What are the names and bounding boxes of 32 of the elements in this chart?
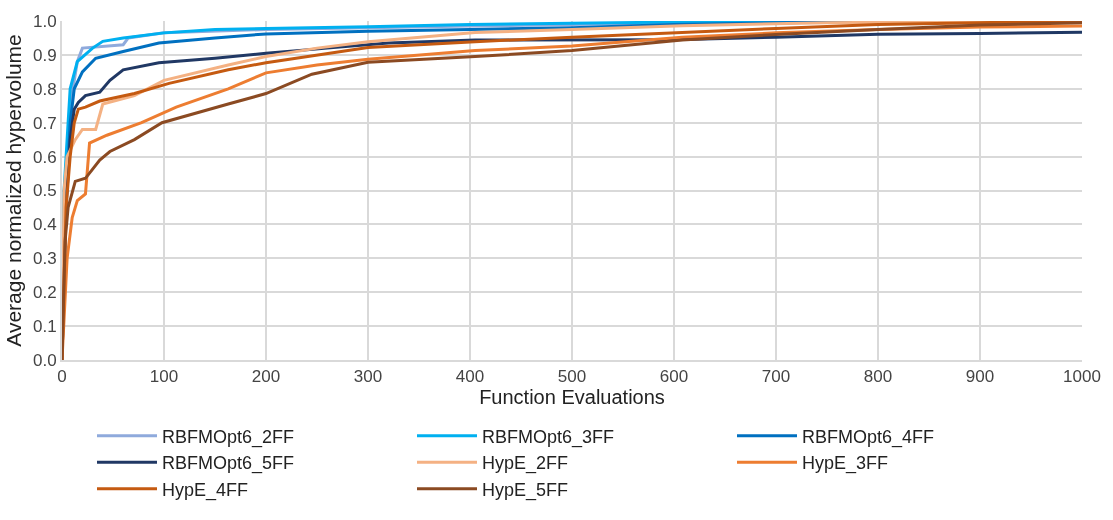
y-tick-label: 0.3 [32,249,57,269]
x-tick-label: 400 [455,367,485,387]
x-tick-label: 0 [57,367,67,387]
y-tick-label: 0.2 [32,283,57,303]
x-tick-label: 200 [251,367,281,387]
x-tick-label: 500 [557,367,587,387]
x-tick-label: 300 [353,367,383,387]
x-axis-title: Function Evaluations [479,386,665,409]
y-tick-label: 1.0 [32,11,57,31]
legend-label: RBFMOpt6_2FF [162,426,295,448]
y-tick-label: 0.0 [32,350,57,370]
y-tick-label: 0.7 [32,113,57,133]
legend-label: HypE_2FF [482,453,569,475]
y-tick-label: 0.4 [32,215,57,235]
legend-label: RBFMOpt6_4FF [802,426,935,448]
legend-label: HypE_3FF [802,453,889,475]
y-tick-label: 0.9 [32,45,57,65]
x-tick-label: 900 [965,367,995,387]
x-tick-label: 600 [659,367,689,387]
y-axis-title: Average normalized hypervolume [1,34,25,347]
legend-label: RBFMOpt6_5FF [162,453,295,475]
legend-label: RBFMOpt6_3FF [482,426,615,448]
legend-label: HypE_5FF [482,479,569,501]
x-tick-label: 800 [863,367,893,387]
x-tick-label: 700 [761,367,791,387]
x-tick-label: 100 [149,367,179,387]
x-tick-label: 1000 [1063,367,1101,387]
y-tick-label: 0.8 [32,79,57,99]
legend-label: HypE_4FF [162,479,249,501]
y-tick-label: 0.6 [32,147,57,167]
y-tick-label: 0.1 [32,317,57,337]
y-tick-label: 0.5 [32,181,57,201]
